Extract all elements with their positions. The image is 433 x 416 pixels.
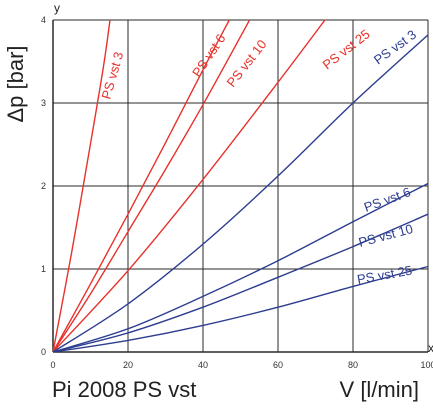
x-axis-label: V [l/min]	[340, 377, 419, 402]
series-line	[52, 213, 429, 353]
y-tick-label: 0	[41, 347, 46, 357]
series-label: PS vst 3	[371, 27, 419, 68]
series-label: PS vst 25	[356, 263, 413, 287]
series-label: PS vst 10	[357, 221, 415, 250]
y-tick-label: 1	[41, 264, 46, 274]
y-tick-label: 3	[41, 98, 46, 108]
series-line	[52, 19, 230, 353]
series-label: PS vst 10	[224, 37, 270, 90]
tick-labels: 0 20 40 60 80 100 0 1 2 3 4	[41, 15, 433, 370]
series-line	[52, 34, 429, 353]
x-axis-letter: x	[428, 341, 433, 355]
y-axis-letter: y	[54, 1, 60, 15]
series-line	[52, 19, 326, 353]
grid	[52, 19, 429, 353]
chart-title: Pi 2008 PS vst	[52, 377, 196, 402]
series-lines	[52, 19, 429, 353]
series-line	[52, 182, 429, 353]
series-label: PS vst 6	[362, 184, 413, 215]
y-tick-label: 2	[41, 181, 46, 191]
x-tick-label: 0	[50, 360, 55, 370]
y-tick-label: 4	[41, 15, 46, 25]
series-line	[52, 265, 429, 353]
x-tick-label: 60	[273, 360, 283, 370]
series-line	[52, 19, 111, 353]
series-label: PS vst 6	[189, 31, 229, 80]
series-line	[52, 19, 251, 353]
y-axis-label: Δp [bar]	[3, 45, 28, 122]
x-tick-label: 40	[198, 360, 208, 370]
x-tick-label: 80	[348, 360, 358, 370]
x-tick-label: 100	[420, 360, 433, 370]
series-label: PS vst 25	[320, 26, 373, 72]
x-tick-label: 20	[123, 360, 133, 370]
